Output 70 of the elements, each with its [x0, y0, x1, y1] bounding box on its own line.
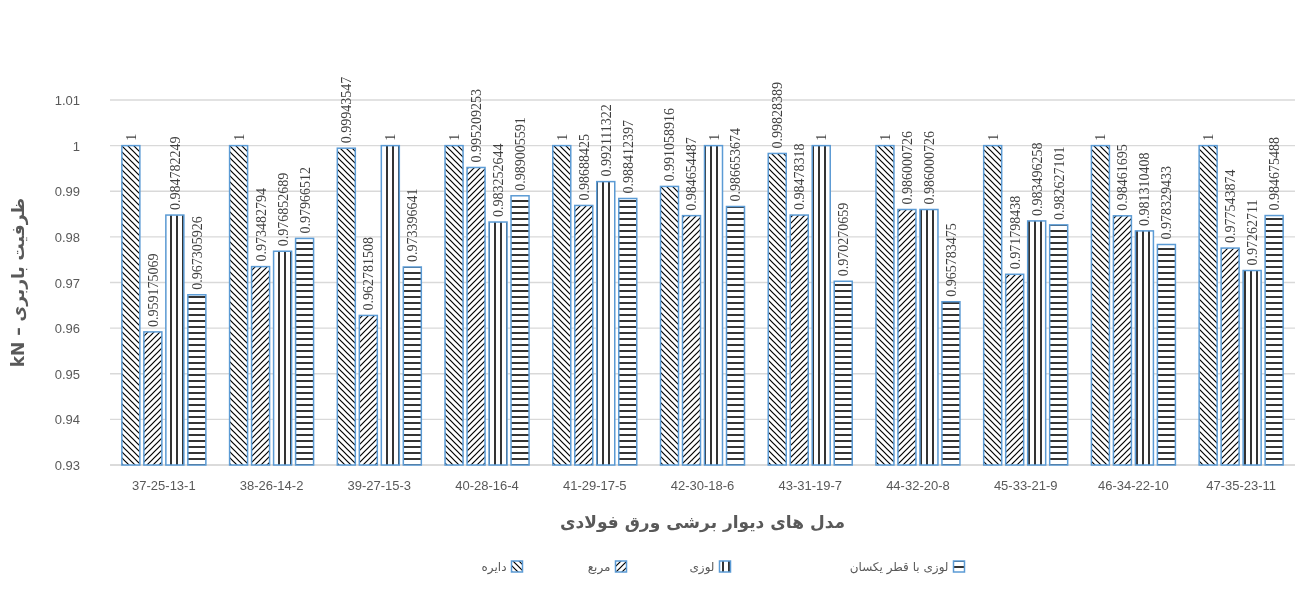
data-label: 0.988412397	[620, 119, 636, 194]
data-label: 0.981310408	[1137, 152, 1153, 226]
legend-label: لوزی با قطر یکسان	[849, 560, 949, 575]
data-label: 0.98478318	[792, 143, 808, 211]
data-label: 0.989005591	[513, 117, 529, 191]
data-label: 0.973396641	[405, 188, 421, 262]
data-label: 0.986000726	[921, 131, 937, 205]
data-label: 0.984675488	[1267, 137, 1283, 211]
data-label: 0.965783475	[943, 223, 959, 297]
data-label: 0.983496258	[1029, 142, 1045, 216]
y-tick-label: 0.95	[54, 366, 80, 382]
data-label: 1	[1201, 133, 1217, 141]
data-label: 0.97262711	[1245, 199, 1261, 266]
data-label: 0.98688425	[576, 133, 592, 201]
legend-label: دایره	[481, 560, 507, 575]
data-label: 0.971798438	[1007, 195, 1023, 270]
data-label: 1	[383, 133, 399, 141]
data-label: 1	[231, 133, 247, 141]
data-label: 0.978329433	[1159, 166, 1175, 240]
y-tick-label: 1.01	[54, 93, 80, 108]
x-tick-label: 40-28-16-4	[455, 478, 519, 493]
data-label: 0.991058916	[662, 107, 678, 182]
x-tick-label: 42-30-18-6	[670, 478, 735, 493]
x-tick-label: 46-34-22-10	[1097, 478, 1169, 493]
y-tick-label: 0.99	[54, 184, 80, 200]
data-label: 0.959175069	[145, 253, 161, 327]
data-label: 1	[1093, 133, 1109, 141]
data-label: 0.973482794	[253, 188, 269, 262]
data-label: 1	[877, 133, 893, 141]
data-label: 1	[447, 133, 463, 141]
x-tick-label: 44-32-20-8	[886, 478, 950, 493]
data-label: 0.986000726	[899, 131, 915, 205]
x-tick-label: 38-26-14-2	[239, 478, 304, 493]
y-axis-title: ظرفیت باربری – kN	[8, 197, 29, 368]
y-tick-label: 0.98	[54, 229, 80, 245]
y-tick-label: 0.97	[54, 275, 80, 291]
x-tick-label: 43-31-19-7	[778, 478, 843, 493]
legend-label: لوزی	[689, 560, 715, 575]
data-label: 0.984782249	[167, 136, 183, 211]
data-label: 0.992111322	[598, 104, 614, 177]
x-tick-label: 45-33-21-9	[993, 478, 1058, 493]
data-label: 1	[814, 133, 830, 141]
data-label: 1	[706, 133, 722, 141]
data-label: 1	[123, 133, 139, 141]
x-tick-label: 39-27-15-3	[347, 478, 412, 493]
legend-label: مربع	[587, 560, 611, 575]
data-label: 0.995209253	[469, 88, 485, 163]
data-label: 0.982627101	[1051, 146, 1067, 220]
data-label: 0.970270659	[836, 202, 852, 277]
y-tick-label: 1	[72, 138, 80, 154]
data-label: 0.983252644	[491, 143, 507, 218]
data-label: 0.97966512	[297, 166, 313, 234]
data-label: 0.98461695	[1115, 144, 1131, 211]
data-label: 0.967305926	[189, 216, 205, 290]
data-label: 0.962781508	[361, 236, 377, 311]
data-label: 0.99943547	[339, 76, 355, 144]
x-tick-label: 47-35-23-11	[1206, 478, 1277, 493]
data-label: 0.976852689	[275, 172, 291, 247]
data-label: 1	[554, 133, 570, 141]
y-tick-label: 0.96	[54, 321, 80, 337]
y-tick-label: 0.94	[54, 412, 80, 428]
x-tick-label: 41-29-17-5	[562, 478, 627, 493]
x-axis-title: مدل های دیوار برشی ورق فولادی	[560, 512, 845, 533]
data-label: 0.99828389	[770, 81, 786, 149]
data-label: 0.986653674	[728, 128, 744, 202]
y-tick-label: 0.93	[54, 458, 80, 473]
x-tick-label: 37-25-13-1	[132, 478, 196, 493]
data-label: 0.977543874	[1223, 169, 1239, 244]
data-label: 1	[985, 133, 1001, 141]
data-label: 0.984654487	[684, 137, 700, 211]
